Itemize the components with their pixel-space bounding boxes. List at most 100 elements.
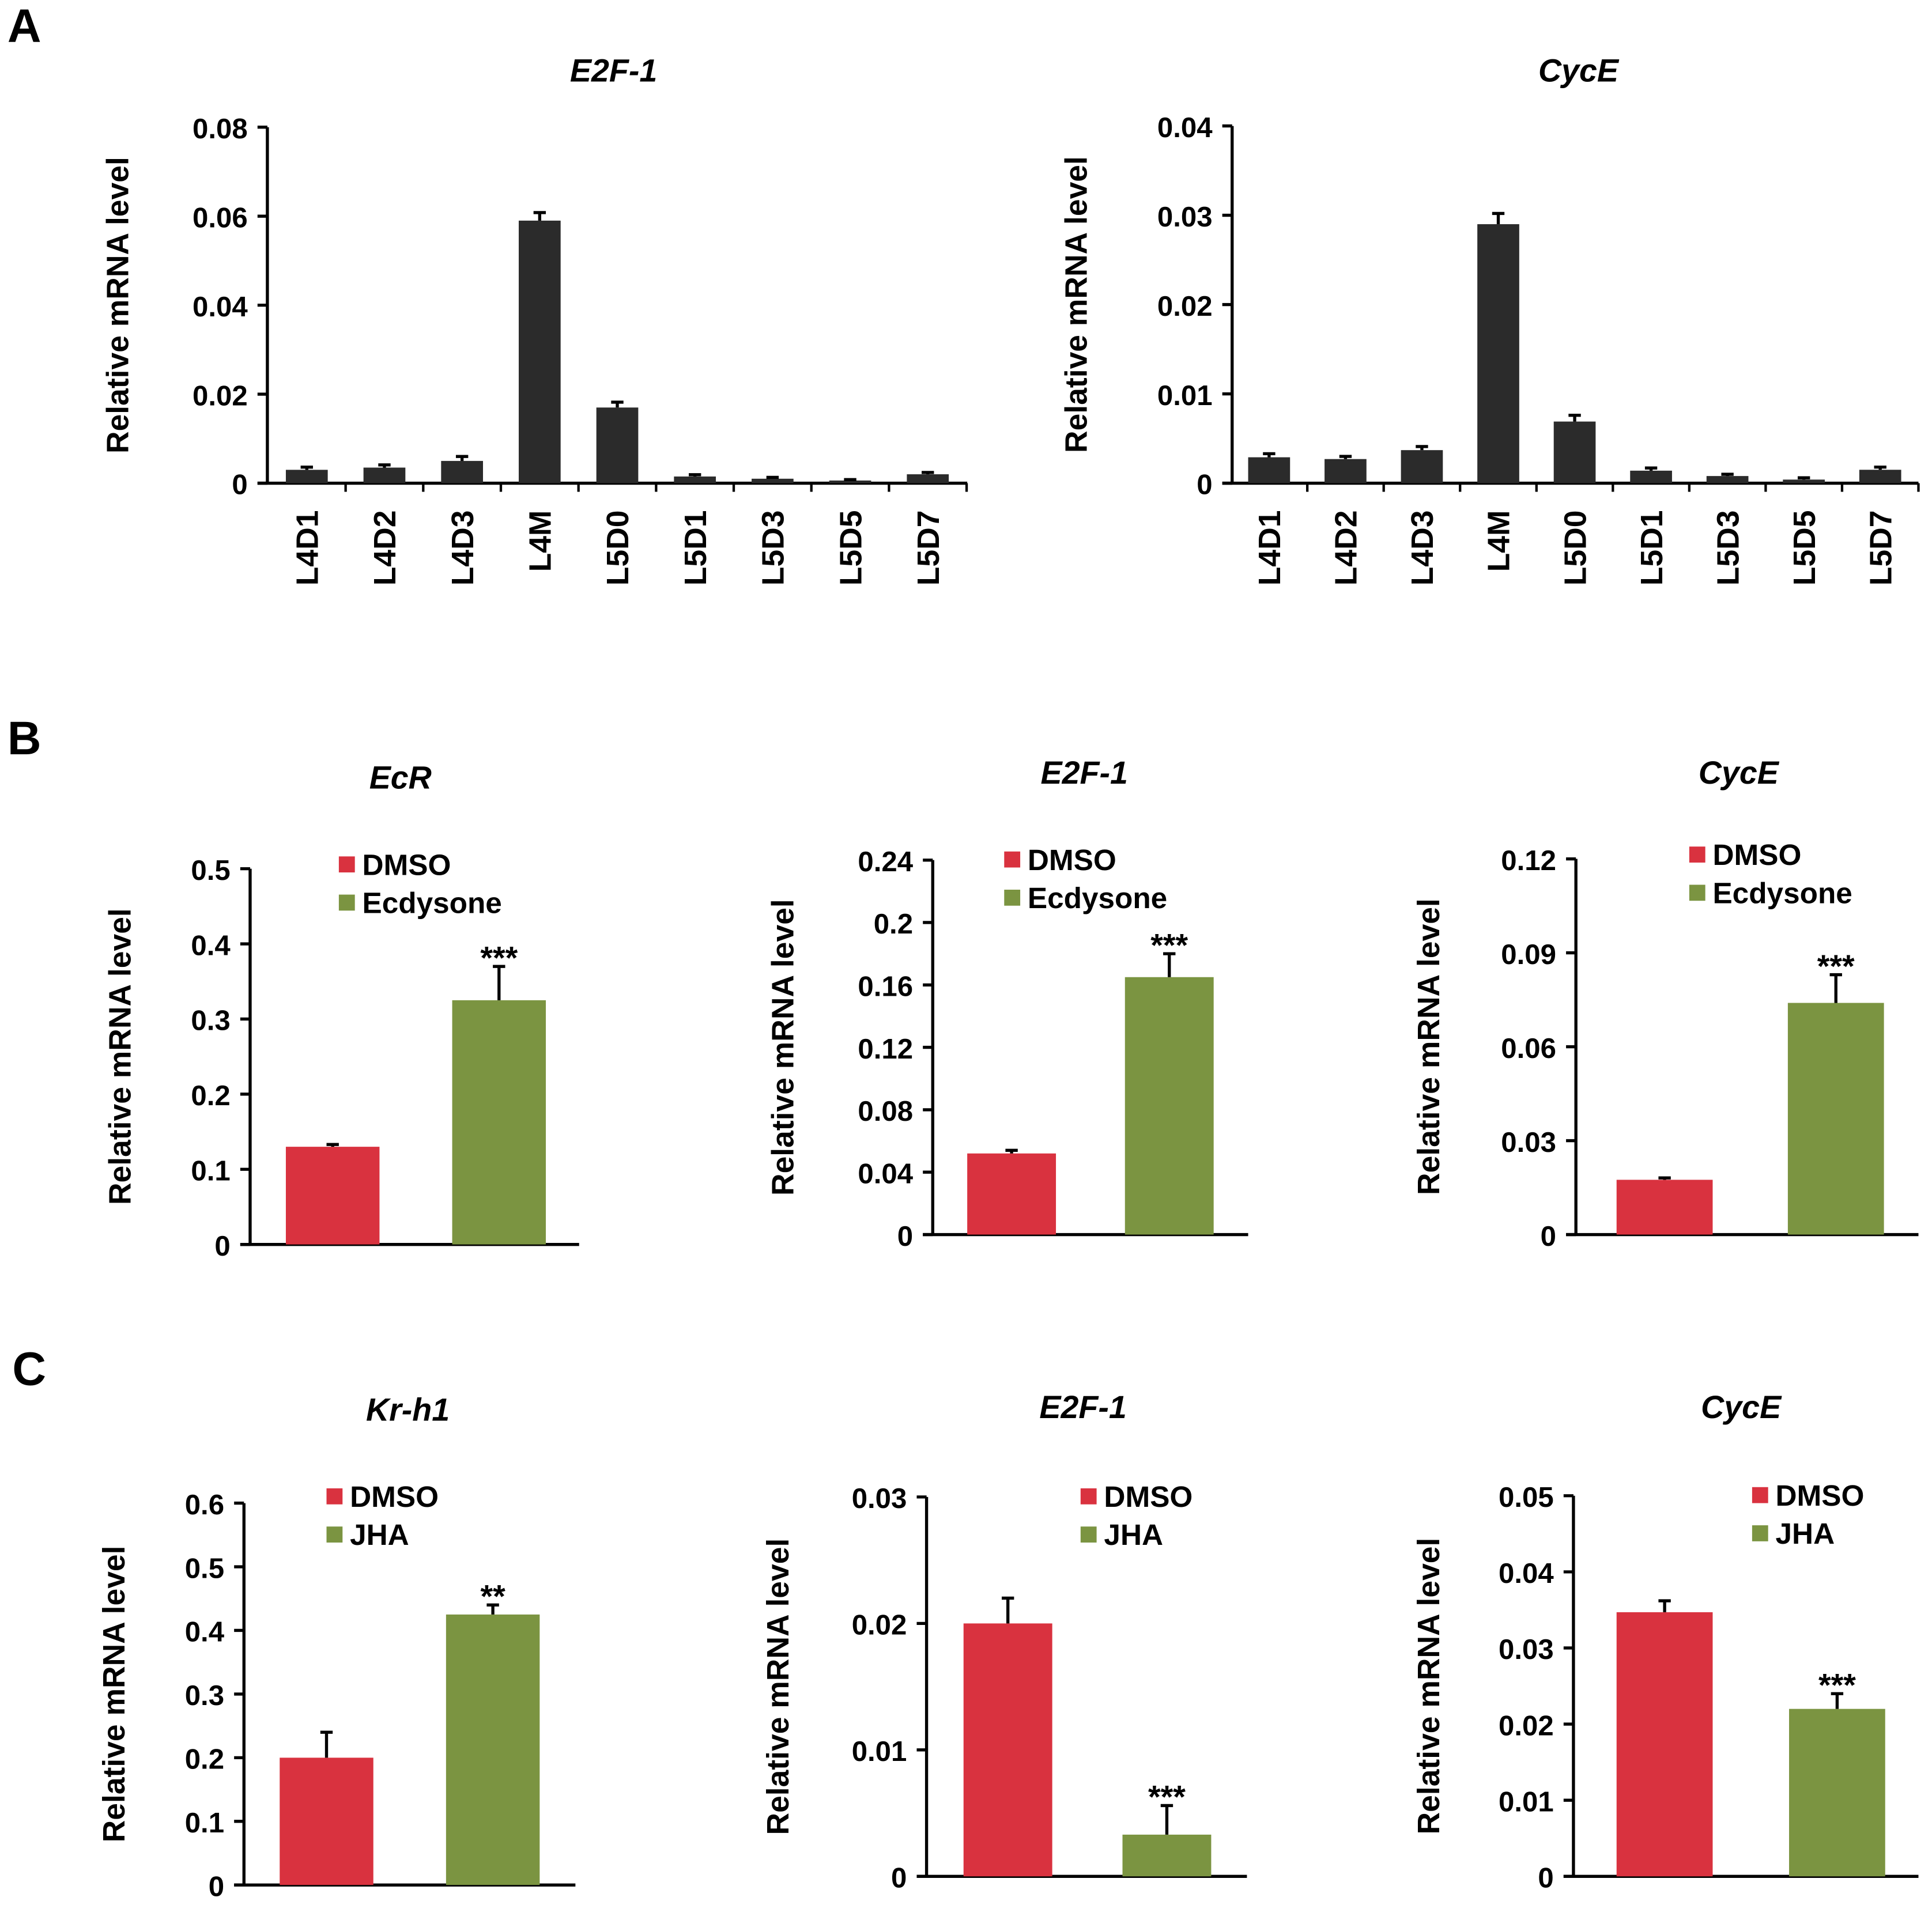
x-tick-label-a2: L4D2: [1330, 511, 1364, 586]
x-tick-label-a2: L4D1: [1253, 511, 1287, 586]
legend-label-b3: DMSO: [1712, 838, 1801, 871]
legend-swatch-b1: [338, 856, 355, 873]
bar-c3: [1616, 1612, 1713, 1877]
bar-a2: [1553, 421, 1596, 483]
y-tick-label-c2: 0.03: [852, 1483, 907, 1514]
bar-b2: [1125, 977, 1214, 1235]
y-tick-label-c2: 0: [891, 1862, 907, 1894]
x-tick-label-a1: L5D0: [601, 511, 635, 586]
legend-label-c2: JHA: [1104, 1518, 1163, 1551]
x-tick-label-a1: L5D1: [679, 511, 713, 586]
chart-title-b1: EcR: [369, 760, 432, 796]
x-tick-label-a2: L5D5: [1788, 511, 1822, 586]
bar-a2: [1706, 476, 1749, 483]
y-tick-label-c1: 0.5: [185, 1552, 224, 1584]
y-tick-label-c1: 0.2: [185, 1744, 224, 1775]
bar-b1: [452, 1000, 546, 1245]
significance-b3: ***: [1817, 948, 1855, 984]
y-tick-label-a2: 0.01: [1157, 380, 1213, 411]
y-tick-label-c1: 0.1: [185, 1807, 224, 1839]
legend-label-b1: DMSO: [363, 848, 451, 881]
bar-a2: [1248, 457, 1290, 483]
bar-c3: [1789, 1709, 1885, 1877]
significance-b2: ***: [1150, 927, 1188, 963]
y-axis-label-b1: Relative mRNA level: [104, 908, 138, 1205]
legend-swatch-c1: [326, 1526, 343, 1543]
x-tick-label-a1: L4D3: [446, 511, 480, 586]
y-tick-label-b3: 0: [1541, 1220, 1556, 1252]
legend-swatch-b3: [1689, 846, 1705, 863]
chart-title-c2: E2F-1: [1039, 1389, 1126, 1425]
x-tick-label-a1: L4M: [524, 511, 558, 572]
legend-label-c3: DMSO: [1776, 1479, 1865, 1512]
bar-a1: [752, 478, 794, 483]
bar-a2: [1477, 224, 1519, 483]
y-tick-label-b3: 0.09: [1501, 939, 1556, 970]
significance-c1: **: [480, 1579, 505, 1615]
legend-swatch-c1: [326, 1488, 343, 1505]
y-tick-label-a2: 0.02: [1157, 290, 1213, 322]
bar-c2: [1122, 1834, 1212, 1877]
y-tick-label-c3: 0.05: [1499, 1481, 1554, 1513]
bar-b2: [967, 1153, 1056, 1235]
x-tick-label-a2: L5D0: [1559, 511, 1593, 586]
significance-c3: ***: [1818, 1668, 1856, 1703]
chart-title-b3: CycE: [1699, 755, 1780, 791]
bar-a2: [1859, 470, 1901, 483]
y-tick-label-a2: 0.04: [1157, 112, 1213, 143]
legend-swatch-c2: [1080, 1488, 1097, 1505]
x-tick-label-a1: L5D3: [757, 511, 791, 586]
legend-swatch-c3: [1752, 1525, 1768, 1541]
legend-label-c1: DMSO: [350, 1480, 439, 1513]
y-tick-label-b1: 0: [214, 1230, 230, 1262]
y-tick-label-b3: 0.03: [1501, 1127, 1556, 1158]
legend-swatch-b1: [338, 894, 355, 911]
bar-a2: [1630, 470, 1672, 483]
legend-label-c1: JHA: [350, 1518, 409, 1551]
y-tick-label-c3: 0: [1538, 1862, 1553, 1894]
y-tick-label-c1: 0.6: [185, 1489, 224, 1521]
chart-title-c3: CycE: [1701, 1389, 1782, 1425]
x-tick-label-a2: L4D3: [1406, 511, 1440, 586]
y-tick-label-c3: 0.02: [1499, 1710, 1554, 1741]
bar-a2: [1783, 479, 1825, 483]
y-tick-label-b2: 0.16: [858, 971, 913, 1003]
y-axis-label-a1: Relative mRNA level: [101, 157, 135, 453]
x-tick-label-a2: L4M: [1482, 511, 1516, 572]
y-axis-label-c2: Relative mRNA level: [761, 1539, 795, 1835]
y-tick-label-c2: 0.01: [852, 1736, 907, 1767]
y-tick-label-b1: 0.5: [191, 855, 230, 886]
legend-label-c2: DMSO: [1104, 1480, 1193, 1513]
y-tick-label-a2: 0.03: [1157, 201, 1213, 233]
y-tick-label-b2: 0.08: [858, 1095, 913, 1127]
legend-label-b2: DMSO: [1028, 844, 1116, 876]
x-tick-label-a1: L5D5: [834, 511, 868, 586]
bar-a1: [441, 460, 483, 483]
y-tick-label-b3: 0.12: [1501, 845, 1556, 876]
legend-label-b1: Ecdysone: [363, 887, 502, 920]
y-tick-label-c1: 0: [209, 1871, 224, 1903]
legend-label-b2: Ecdysone: [1028, 882, 1167, 914]
panel-label-a: A: [7, 0, 41, 52]
legend-swatch-b2: [1004, 889, 1021, 906]
legend-swatch-c2: [1080, 1526, 1097, 1543]
bar-b3: [1787, 1003, 1884, 1235]
significance-c2: ***: [1148, 1779, 1186, 1815]
y-tick-label-b2: 0.2: [874, 908, 913, 940]
y-tick-label-a2: 0: [1197, 469, 1212, 501]
legend-swatch-b3: [1689, 885, 1705, 901]
bar-a1: [285, 470, 328, 483]
y-tick-label-b3: 0.06: [1501, 1033, 1556, 1064]
bar-c1: [280, 1757, 373, 1885]
y-tick-label-b2: 0.04: [858, 1158, 913, 1189]
y-tick-label-c1: 0.4: [185, 1616, 225, 1648]
y-tick-label-c3: 0.04: [1499, 1558, 1554, 1589]
y-axis-label-b3: Relative mRNA level: [1412, 898, 1446, 1195]
chart-title-a1: E2F-1: [570, 53, 657, 89]
bar-a1: [829, 480, 871, 483]
y-axis-label-b2: Relative mRNA level: [767, 899, 801, 1196]
y-tick-label-c1: 0.3: [185, 1680, 224, 1711]
bar-a1: [518, 220, 561, 483]
y-axis-label-c1: Relative mRNA level: [97, 1546, 131, 1843]
